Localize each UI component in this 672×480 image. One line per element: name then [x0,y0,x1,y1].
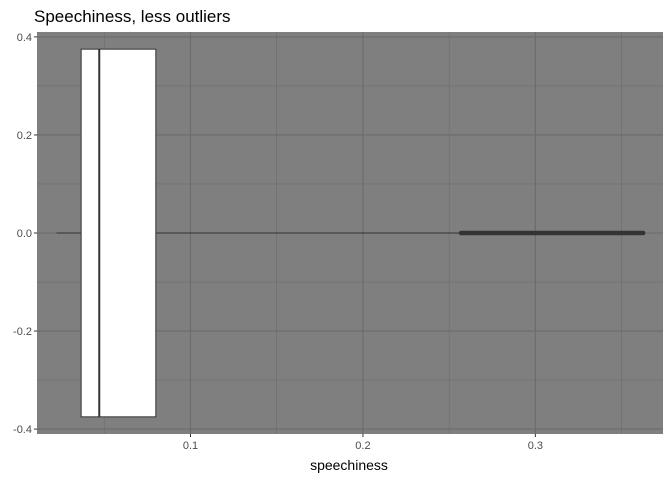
x-tick-label: 0.2 [355,440,370,452]
iqr-box [80,48,157,418]
x-tick-label: 0.3 [528,440,543,452]
y-tick-label: -0.2 [13,326,32,338]
y-axis: 0.4 0.2 0.0 -0.2 -0.4 [13,32,37,436]
y-tick-label: 0.4 [17,32,32,44]
y-tick-label: -0.4 [13,424,32,436]
box-plot-geometry [56,48,646,418]
x-axis-title: speechiness [310,457,388,473]
chart-title: Speechiness, less outliers [34,7,231,26]
y-tick-label: 0.2 [17,130,32,142]
x-tick-label: 0.1 [183,440,198,452]
y-tick-label: 0.0 [17,228,32,240]
x-axis: 0.1 0.2 0.3 [183,434,543,452]
